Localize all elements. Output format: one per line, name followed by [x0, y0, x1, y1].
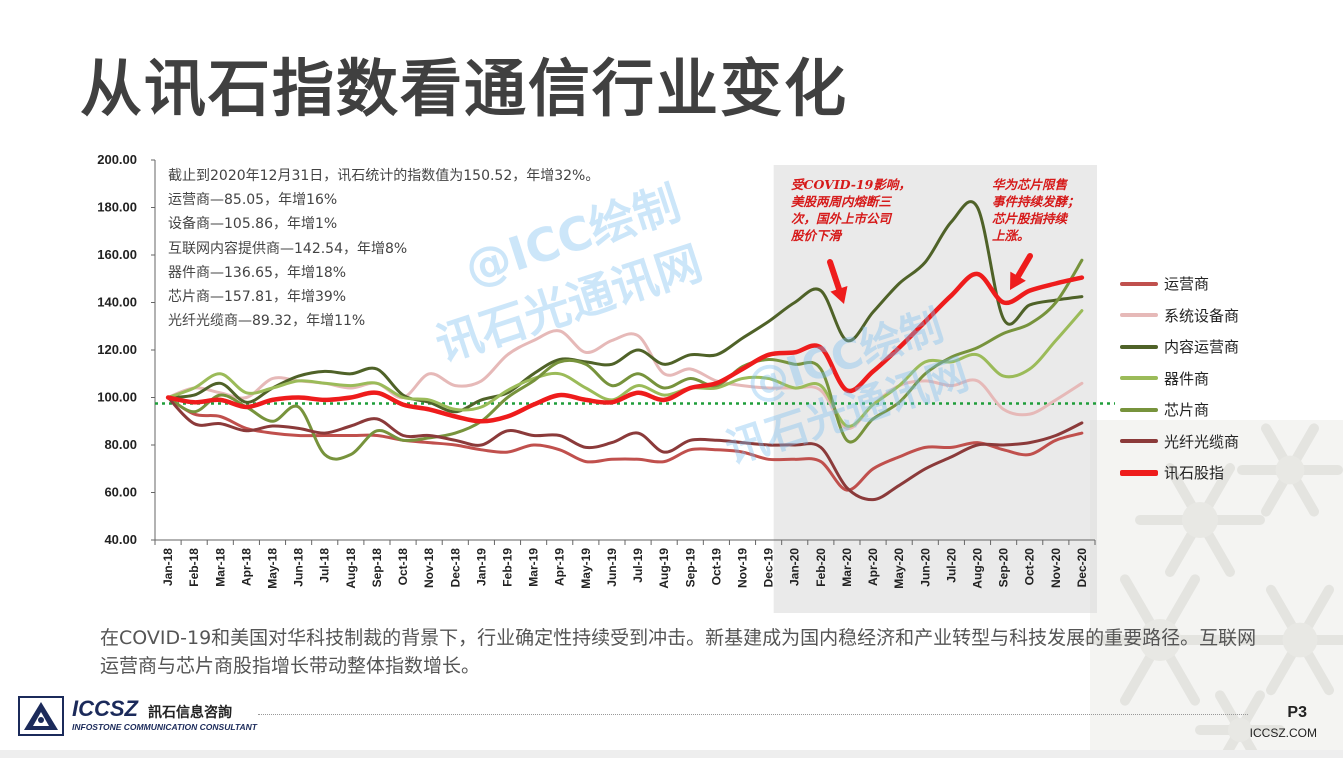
legend-item: 内容运营商	[1120, 331, 1239, 363]
iccsz-logo-icon	[18, 696, 64, 736]
site-url: ICCSZ.COM	[1249, 726, 1317, 740]
legend-item: 运营商	[1120, 268, 1239, 300]
x-tick-label: Jul-19	[631, 548, 645, 583]
legend-item: 芯片商	[1120, 394, 1239, 426]
index-notes: 截止到2020年12月31日，讯石统计的指数值为150.52，年增32%。 运营…	[168, 164, 599, 333]
legend-label: 光纤光缆商	[1164, 432, 1240, 451]
note-component: 器件商—136.65，年增18%	[168, 264, 347, 281]
note-total: 截止到2020年12月31日，讯石统计的指数值为150.52，年增32%。	[168, 168, 600, 184]
annotation-huawei: 华为芯片限售 事件持续发酵； 芯片股指持续 上涨。	[992, 177, 1080, 243]
x-tick-label: Jan-18	[161, 548, 175, 586]
x-tick-label: Jul-20	[944, 548, 958, 583]
x-tick-label: Nov-18	[422, 548, 436, 588]
legend-swatch-2	[1120, 344, 1158, 349]
x-tick-label: Apr-20	[866, 548, 880, 586]
legend-swatch-6	[1120, 469, 1158, 476]
x-tick-label: Apr-18	[239, 548, 253, 586]
series-line-5	[166, 396, 1084, 502]
series-line-6	[165, 271, 1085, 424]
arrow-down-icon	[827, 259, 848, 304]
x-tick-label: Nov-19	[736, 548, 750, 588]
x-tick-label: Aug-18	[344, 548, 358, 589]
x-tick-label: May-19	[579, 548, 593, 589]
x-tick-label: Oct-20	[1023, 548, 1037, 586]
series-line-3	[166, 309, 1084, 428]
x-tick-label: Jan-19	[474, 548, 488, 586]
x-tick-label: Aug-20	[971, 548, 985, 589]
x-tick-label: Sep-20	[997, 548, 1011, 588]
summary-text: 在COVID-19和美国对华科技制裁的背景下，行业确定性持续受到冲击。新基建成为…	[100, 627, 1257, 677]
y-tick-label: 120.00	[97, 342, 137, 357]
legend-swatch-4	[1120, 407, 1158, 412]
legend-label: 运营商	[1164, 275, 1210, 294]
x-tick-label: Dec-20	[1075, 548, 1089, 588]
y-tick-label: 100.00	[97, 390, 137, 405]
note-chip: 芯片商—157.81，年增39%	[168, 289, 347, 306]
legend-swatch-1	[1120, 313, 1158, 318]
y-tick-label: 160.00	[97, 247, 137, 262]
x-tick-label: Aug-19	[657, 548, 671, 589]
series-line-4	[166, 258, 1084, 461]
brand-name-cn: 訊石信息咨詢	[148, 705, 232, 721]
y-tick-label: 180.00	[97, 200, 137, 215]
page-title: 从讯石指数看通信行业变化	[80, 52, 849, 125]
note-internet: 互联网内容提供商—142.54，年增8%	[168, 240, 408, 257]
chart-legend: 运营商 系统设备商 内容运营商 器件商 芯片商 光纤光缆商 讯石股指	[1120, 268, 1239, 489]
series-line-0	[166, 396, 1084, 492]
page-number: P3	[1287, 704, 1307, 721]
y-tick-label: 60.00	[104, 485, 137, 500]
x-tick-label: Oct-19	[709, 548, 723, 586]
legend-item: 器件商	[1120, 363, 1239, 395]
note-fiber: 光纤光缆商—89.32，年增11%	[168, 313, 366, 330]
x-tick-label: Dec-18	[448, 548, 462, 588]
x-tick-label: Sep-19	[683, 548, 697, 588]
x-tick-label: Oct-18	[396, 548, 410, 586]
x-tick-label: Mar-20	[840, 548, 854, 587]
y-tick-label: 200.00	[97, 152, 137, 167]
x-tick-label: Apr-19	[553, 548, 567, 586]
x-tick-label: Mar-19	[527, 548, 541, 587]
brand-name: ICCSZ	[72, 696, 138, 721]
x-tick-label: Jun-19	[605, 548, 619, 587]
legend-swatch-5	[1120, 439, 1158, 444]
note-equipment: 设备商—105.86，年增1%	[168, 216, 338, 233]
legend-swatch-3	[1120, 376, 1158, 381]
legend-label: 器件商	[1164, 369, 1210, 388]
note-carrier: 运营商—85.05，年增16%	[168, 192, 338, 209]
series-line-2	[166, 200, 1084, 414]
arrow-down-left-icon	[1010, 253, 1033, 290]
y-tick-label: 140.00	[97, 295, 137, 310]
y-tick-label: 40.00	[104, 532, 137, 547]
x-tick-label: May-18	[266, 548, 280, 589]
y-tick-label: 80.00	[104, 437, 137, 452]
legend-label: 系统设备商	[1164, 306, 1240, 325]
x-tick-label: Dec-19	[762, 548, 776, 588]
legend-item: 光纤光缆商	[1120, 426, 1239, 458]
x-tick-label: Jul-18	[318, 548, 332, 583]
x-tick-label: Nov-20	[1049, 548, 1063, 588]
x-tick-label: May-20	[892, 548, 906, 589]
legend-item: 系统设备商	[1120, 300, 1239, 332]
legend-swatch-0	[1120, 281, 1158, 286]
annotation-covid: 受COVID-19影响， 美股两周内熔断三 次，国外上市公司 股价下滑	[791, 177, 911, 243]
footer-divider	[258, 714, 1248, 715]
brand-name-en: INFOSTONE COMMUNICATION CONSULTANT	[72, 722, 257, 732]
x-tick-label: Feb-19	[501, 548, 515, 587]
legend-label: 内容运营商	[1164, 338, 1240, 357]
x-tick-label: Jan-20	[788, 548, 802, 586]
x-tick-label: Feb-20	[814, 548, 828, 587]
legend-label: 讯石股指	[1164, 464, 1225, 483]
x-tick-label: Jun-20	[918, 548, 932, 587]
x-tick-label: Feb-18	[187, 548, 201, 587]
x-tick-label: Mar-18	[213, 548, 227, 587]
legend-label: 芯片商	[1164, 401, 1210, 420]
legend-item: 讯石股指	[1120, 457, 1239, 489]
x-tick-label: Sep-18	[370, 548, 384, 588]
x-tick-label: Jun-18	[292, 548, 306, 587]
